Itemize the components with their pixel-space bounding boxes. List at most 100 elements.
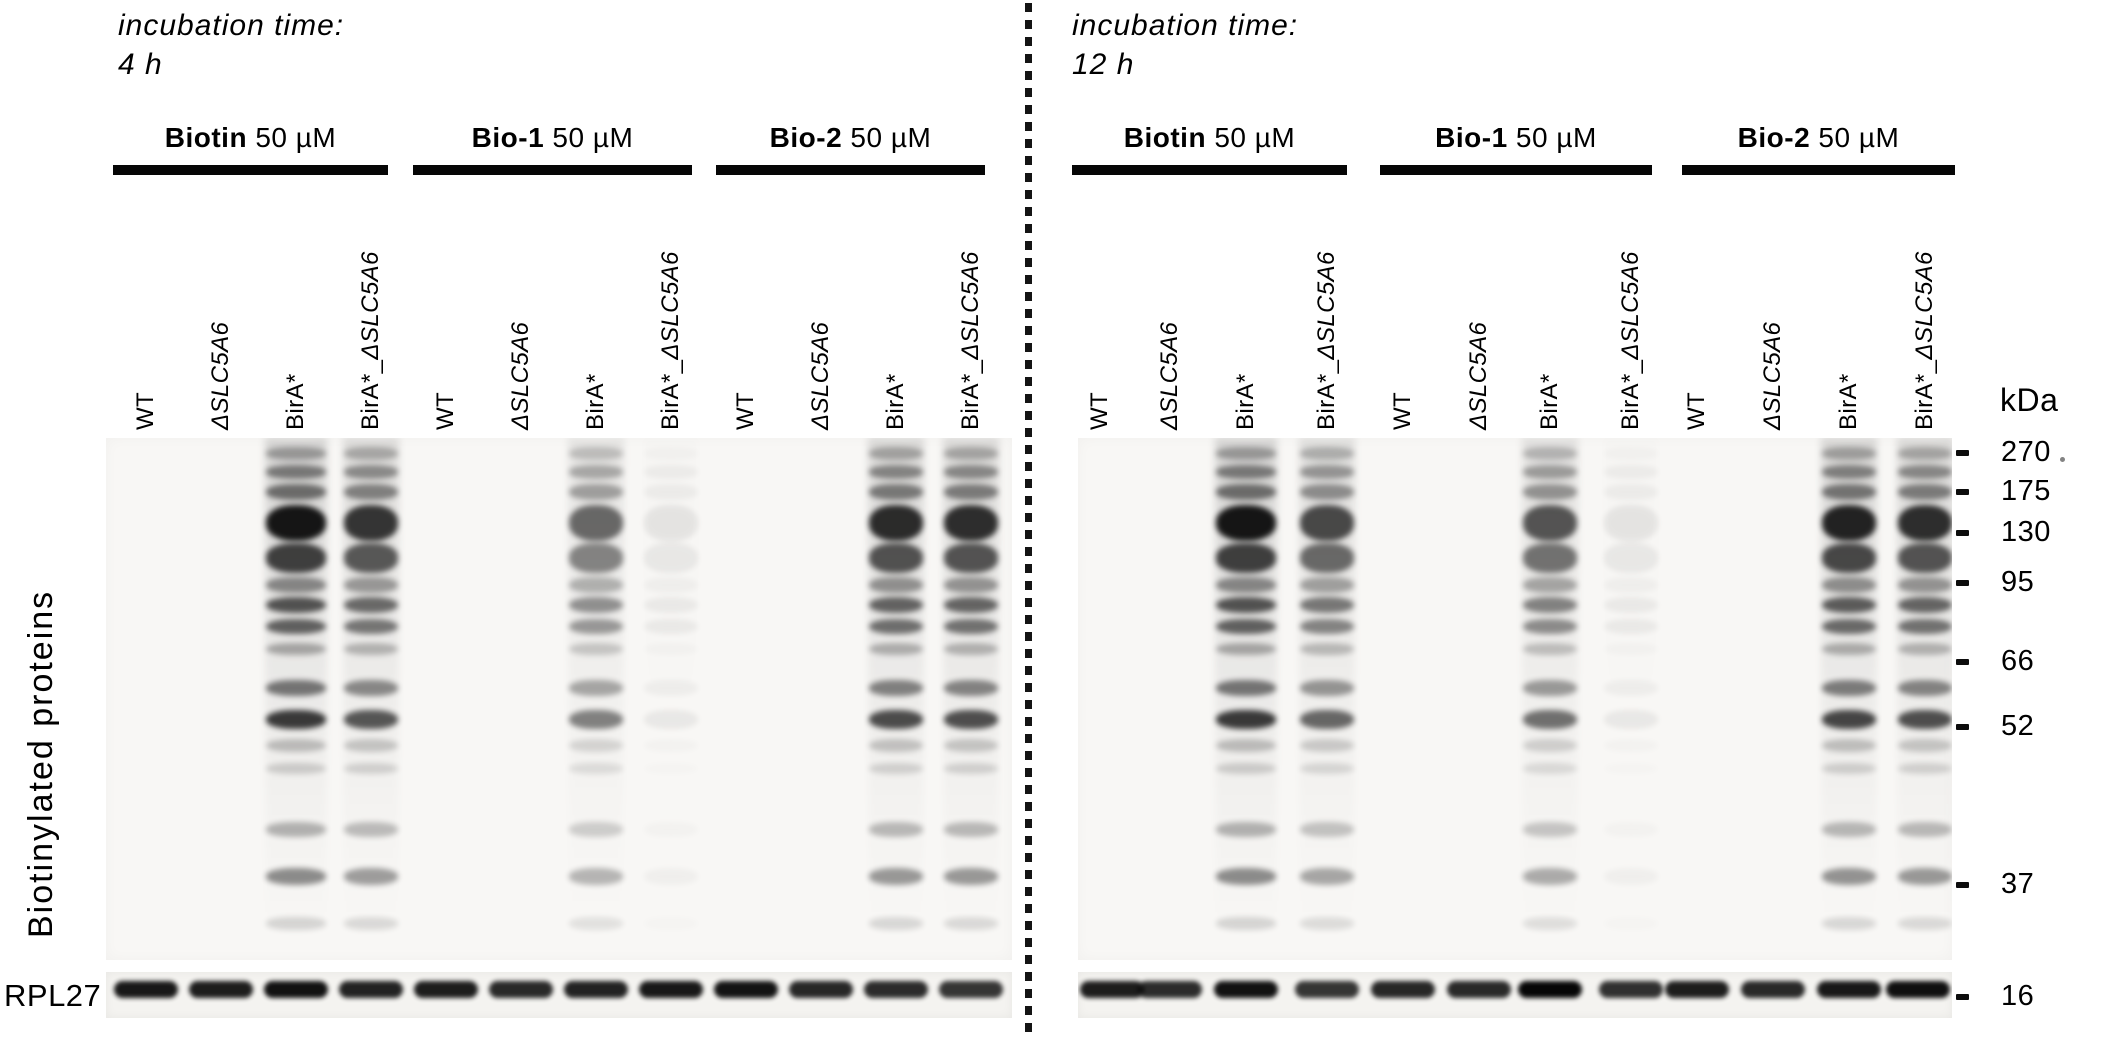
lane-label: BirA*	[1834, 373, 1864, 430]
blot-band	[869, 543, 923, 573]
blot-band	[1822, 543, 1876, 573]
lane-label: ΔSLC5A6	[506, 322, 536, 430]
compound-name: Bio-2	[1737, 122, 1811, 153]
rpl27-band	[1447, 981, 1511, 998]
lane-label: WT	[1682, 392, 1712, 430]
group-label: Biotin 50 µM	[1072, 122, 1347, 154]
compound-name: Bio-1	[471, 122, 545, 153]
marker-tick	[1956, 994, 1969, 1000]
blot-lane	[265, 438, 327, 960]
blot-band	[1898, 710, 1952, 730]
blot-band	[1216, 465, 1276, 479]
blot-band	[1604, 504, 1658, 542]
blot-band	[1300, 762, 1354, 775]
blot-band	[944, 680, 998, 696]
genotype-prefix: BirA*_	[1911, 359, 1938, 430]
genotype-gene: ΔSLC5A6	[1313, 251, 1340, 360]
genotype-prefix: BirA*_	[957, 359, 984, 430]
rpl27-band	[1817, 981, 1881, 998]
blot-band	[1822, 762, 1876, 775]
lane-label: BirA*	[281, 373, 311, 430]
rpl27-strip	[1078, 972, 1952, 1018]
compound-name: Bio-2	[769, 122, 843, 153]
genotype-prefix: BirA*	[282, 373, 309, 430]
blot-band	[644, 618, 698, 635]
lane-label: ΔSLC5A6	[1758, 322, 1788, 430]
blot-band	[944, 710, 998, 730]
blot-band	[266, 738, 326, 753]
blot-band	[1822, 447, 1876, 460]
lane-label: WT	[731, 392, 761, 430]
blot-band	[1216, 447, 1276, 460]
blot-band	[944, 917, 998, 930]
rpl27-band	[489, 981, 553, 998]
blot-band	[1898, 483, 1952, 500]
blot-band	[944, 868, 998, 885]
blot-band	[344, 762, 398, 775]
blot-band	[1898, 762, 1952, 775]
blot-band	[569, 762, 623, 775]
blot-band	[644, 543, 698, 573]
incubation-header: incubation time: 12 h	[1072, 6, 1298, 84]
blot-band	[266, 822, 326, 837]
marker-tick	[1956, 530, 1969, 536]
genotype-prefix: BirA*	[1835, 373, 1862, 430]
rpl27-strip	[106, 972, 1012, 1018]
rpl27-band	[939, 981, 1003, 998]
blot-band	[1898, 596, 1952, 614]
blot-band	[1300, 576, 1354, 593]
blot-band	[1300, 465, 1354, 479]
blot-band	[1523, 576, 1577, 593]
rpl27-band	[1371, 981, 1435, 998]
blot-band	[266, 465, 326, 479]
genotype-prefix: BirA*	[1536, 373, 1563, 430]
blot-band	[1604, 447, 1658, 460]
blot-band	[869, 465, 923, 479]
blot-band	[1523, 680, 1577, 696]
blot-band	[869, 710, 923, 730]
blot-band	[1216, 483, 1276, 500]
blot-band	[1898, 680, 1952, 696]
blot-band	[1523, 642, 1577, 656]
rpl27-band	[789, 981, 853, 998]
blot-band	[944, 543, 998, 573]
blot-band	[1300, 822, 1354, 837]
blot-band	[1822, 642, 1876, 656]
genotype-prefix: BirA*	[582, 373, 609, 430]
blot-lane	[1522, 438, 1578, 960]
blot-lane	[943, 438, 999, 960]
blot-band	[344, 447, 398, 460]
genotype-prefix: WT	[1086, 391, 1113, 430]
blot-lane	[868, 438, 924, 960]
blot-band	[869, 762, 923, 775]
blot-band	[869, 822, 923, 837]
blot-band	[869, 504, 923, 542]
blot-band	[344, 504, 398, 542]
blot-band	[1604, 596, 1658, 614]
blot-band	[644, 680, 698, 696]
loading-control-label: RPL27	[4, 978, 102, 1013]
blot-band	[1604, 465, 1658, 479]
rpl27-band	[1138, 981, 1202, 998]
group-underline	[113, 165, 388, 175]
blot-band	[1523, 504, 1577, 542]
lane-label: BirA*	[1535, 373, 1565, 430]
rpl27-band	[714, 981, 778, 998]
blot-band	[266, 618, 326, 635]
compound-name: Bio-1	[1435, 122, 1508, 153]
rpl27-band	[414, 981, 478, 998]
marker-tick	[1956, 489, 1969, 495]
blot-band	[344, 576, 398, 593]
blot-band	[869, 680, 923, 696]
marker-tick	[1956, 580, 1969, 586]
blot-band	[1822, 504, 1876, 542]
blot-band	[569, 596, 623, 614]
genotype-prefix: WT	[432, 391, 459, 430]
rpl27-band	[189, 981, 253, 998]
rpl27-band	[264, 981, 328, 998]
compound-dose: 50 µM	[842, 122, 932, 153]
genotype-prefix: BirA*	[882, 373, 909, 430]
blot-band	[944, 576, 998, 593]
blot-band	[344, 596, 398, 614]
genotype-gene: ΔSLC5A6	[1911, 251, 1938, 360]
